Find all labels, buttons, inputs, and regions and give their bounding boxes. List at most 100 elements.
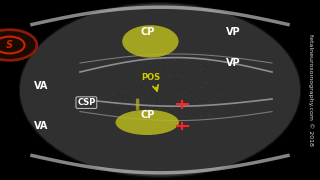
Point [180,76,185,78]
Point [173,59,178,62]
Point [179,64,184,67]
Point [140,106,145,109]
Point [213,76,218,79]
Point [172,95,177,98]
Point [157,74,162,77]
Point [98,76,103,79]
Point [111,94,116,97]
Point [100,96,105,99]
Point [134,68,139,71]
Point [127,123,132,126]
Point [188,109,194,112]
Point [213,99,218,102]
Point [189,107,194,110]
Point [108,102,113,105]
Point [210,65,215,68]
Point [144,59,149,62]
Point [162,71,167,74]
Point [204,115,209,118]
Point [139,62,144,65]
Point [127,119,132,122]
Point [154,123,159,126]
Point [116,96,122,99]
Point [198,108,204,111]
Point [134,68,140,71]
Point [147,91,152,94]
Point [156,112,161,115]
Point [185,98,190,101]
Point [105,107,110,110]
Point [115,121,120,124]
Point [210,66,215,69]
Point [172,123,178,125]
Point [183,127,188,130]
Point [203,91,208,94]
Point [96,95,101,98]
Point [126,113,132,116]
Point [127,66,132,68]
Point [123,123,128,126]
Point [200,67,205,70]
Point [197,69,202,72]
Point [165,51,170,53]
Point [134,126,139,129]
Point [148,107,153,110]
Point [107,102,112,105]
Point [162,53,167,56]
Point [182,110,188,113]
Point [110,69,115,72]
Point [169,62,174,64]
Point [154,49,159,51]
Point [141,64,146,67]
Point [149,56,154,59]
Point [129,64,134,66]
Point [158,128,163,131]
Point [157,107,162,110]
Text: CSP: CSP [77,98,96,107]
Point [130,93,135,96]
Point [213,84,219,87]
Point [171,59,176,62]
Point [148,62,153,64]
Point [203,120,208,122]
Point [187,69,192,71]
Point [188,101,194,104]
Point [101,65,106,68]
Point [176,120,181,122]
Point [133,75,139,78]
Point [183,97,188,100]
Point [144,55,149,57]
Point [147,79,152,82]
Point [156,118,161,121]
Point [156,81,161,84]
Point [156,117,161,120]
Point [196,81,201,84]
Point [154,131,159,134]
Point [206,69,211,72]
Point [133,51,139,54]
Point [162,117,167,120]
Point [119,96,124,98]
Point [125,125,131,128]
Point [163,48,168,51]
Point [169,64,174,67]
Point [141,51,146,54]
Point [102,81,108,84]
Point [174,115,179,118]
Point [169,128,174,131]
Point [210,107,215,109]
Point [114,120,119,122]
Point [99,72,104,75]
Point [187,125,192,128]
Point [189,75,194,78]
Point [147,51,152,54]
Point [179,59,184,62]
Point [137,58,142,61]
Point [196,106,202,109]
Point [185,59,190,62]
Point [135,110,140,112]
Point [166,70,171,73]
Point [183,101,188,104]
Point [121,85,126,88]
Point [215,93,220,95]
